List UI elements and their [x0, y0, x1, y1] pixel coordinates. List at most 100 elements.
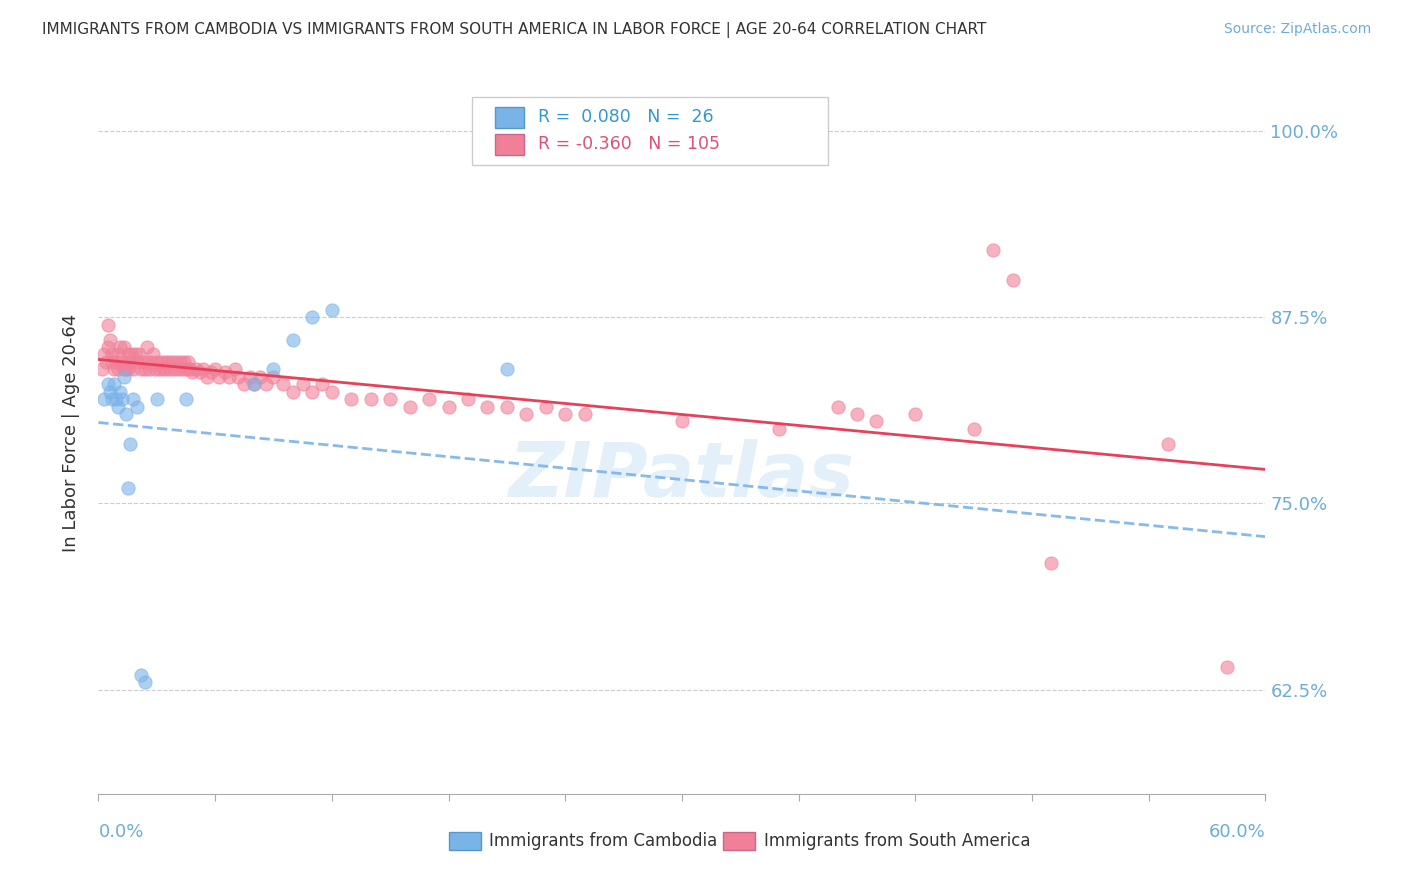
- Point: [117, 347, 139, 361]
- Point: [321, 302, 343, 317]
- Point: [208, 369, 231, 384]
- Point: [398, 400, 420, 414]
- Point: [155, 362, 177, 376]
- Point: [134, 675, 156, 690]
- Point: [169, 355, 191, 369]
- Point: [174, 362, 197, 376]
- Point: [118, 355, 141, 369]
- Point: [262, 362, 284, 376]
- Point: [321, 384, 343, 399]
- FancyBboxPatch shape: [472, 96, 828, 165]
- Point: [243, 377, 266, 392]
- Point: [496, 400, 519, 414]
- Point: [117, 482, 139, 496]
- Point: [97, 340, 120, 354]
- Point: [104, 392, 127, 406]
- Point: [143, 362, 166, 376]
- Point: [153, 355, 176, 369]
- Y-axis label: In Labor Force | Age 20-64: In Labor Force | Age 20-64: [62, 313, 80, 552]
- Text: R =  0.080   N =  26: R = 0.080 N = 26: [538, 109, 714, 127]
- Point: [152, 362, 174, 376]
- Point: [139, 355, 162, 369]
- Point: [200, 365, 222, 379]
- Point: [104, 355, 127, 369]
- Point: [98, 333, 121, 347]
- Point: [111, 355, 134, 369]
- Point: [114, 362, 136, 376]
- Point: [418, 392, 440, 406]
- Point: [311, 377, 333, 392]
- Point: [671, 414, 693, 428]
- Point: [101, 347, 124, 361]
- Point: [101, 355, 124, 369]
- Point: [233, 377, 256, 392]
- Point: [93, 392, 115, 406]
- Point: [112, 369, 135, 384]
- Point: [380, 392, 402, 406]
- Point: [129, 362, 152, 376]
- Point: [103, 362, 125, 376]
- FancyBboxPatch shape: [723, 832, 755, 849]
- Point: [170, 362, 193, 376]
- Point: [184, 362, 207, 376]
- Point: [904, 407, 927, 421]
- Point: [138, 362, 160, 376]
- Point: [117, 362, 139, 376]
- Point: [262, 369, 284, 384]
- FancyBboxPatch shape: [449, 832, 481, 849]
- Point: [132, 355, 155, 369]
- Text: 60.0%: 60.0%: [1209, 822, 1265, 841]
- Point: [281, 384, 304, 399]
- Point: [291, 377, 314, 392]
- Point: [112, 362, 135, 376]
- Point: [129, 667, 152, 681]
- Point: [865, 414, 887, 428]
- Point: [118, 437, 141, 451]
- Point: [165, 355, 187, 369]
- Point: [142, 347, 165, 361]
- Point: [827, 400, 849, 414]
- Point: [962, 422, 984, 436]
- Point: [457, 392, 479, 406]
- Point: [179, 362, 201, 376]
- Point: [124, 347, 146, 361]
- Point: [214, 365, 236, 379]
- Point: [281, 333, 304, 347]
- Point: [107, 347, 129, 361]
- Text: ZIPatlas: ZIPatlas: [509, 439, 855, 513]
- Point: [114, 407, 136, 421]
- Point: [174, 392, 197, 406]
- Point: [96, 355, 118, 369]
- Point: [107, 400, 129, 414]
- Point: [121, 347, 143, 361]
- Point: [128, 347, 150, 361]
- Point: [1157, 437, 1180, 451]
- Point: [496, 362, 519, 376]
- Point: [136, 340, 159, 354]
- Point: [254, 377, 277, 392]
- Point: [340, 392, 363, 406]
- Point: [846, 407, 869, 421]
- Point: [163, 362, 186, 376]
- Point: [224, 362, 246, 376]
- Point: [122, 362, 145, 376]
- Point: [173, 355, 195, 369]
- Point: [180, 365, 202, 379]
- Point: [239, 369, 262, 384]
- Point: [1001, 273, 1024, 287]
- Point: [574, 407, 596, 421]
- FancyBboxPatch shape: [495, 107, 524, 128]
- Point: [148, 362, 170, 376]
- FancyBboxPatch shape: [495, 134, 524, 155]
- Point: [108, 340, 131, 354]
- Point: [111, 392, 134, 406]
- Point: [271, 377, 294, 392]
- Point: [534, 400, 557, 414]
- Point: [101, 392, 124, 406]
- Point: [108, 384, 131, 399]
- Point: [177, 355, 200, 369]
- Text: IMMIGRANTS FROM CAMBODIA VS IMMIGRANTS FROM SOUTH AMERICA IN LABOR FORCE | AGE 2: IMMIGRANTS FROM CAMBODIA VS IMMIGRANTS F…: [42, 22, 987, 38]
- Point: [91, 362, 114, 376]
- Point: [380, 869, 402, 883]
- Text: Source: ZipAtlas.com: Source: ZipAtlas.com: [1223, 22, 1371, 37]
